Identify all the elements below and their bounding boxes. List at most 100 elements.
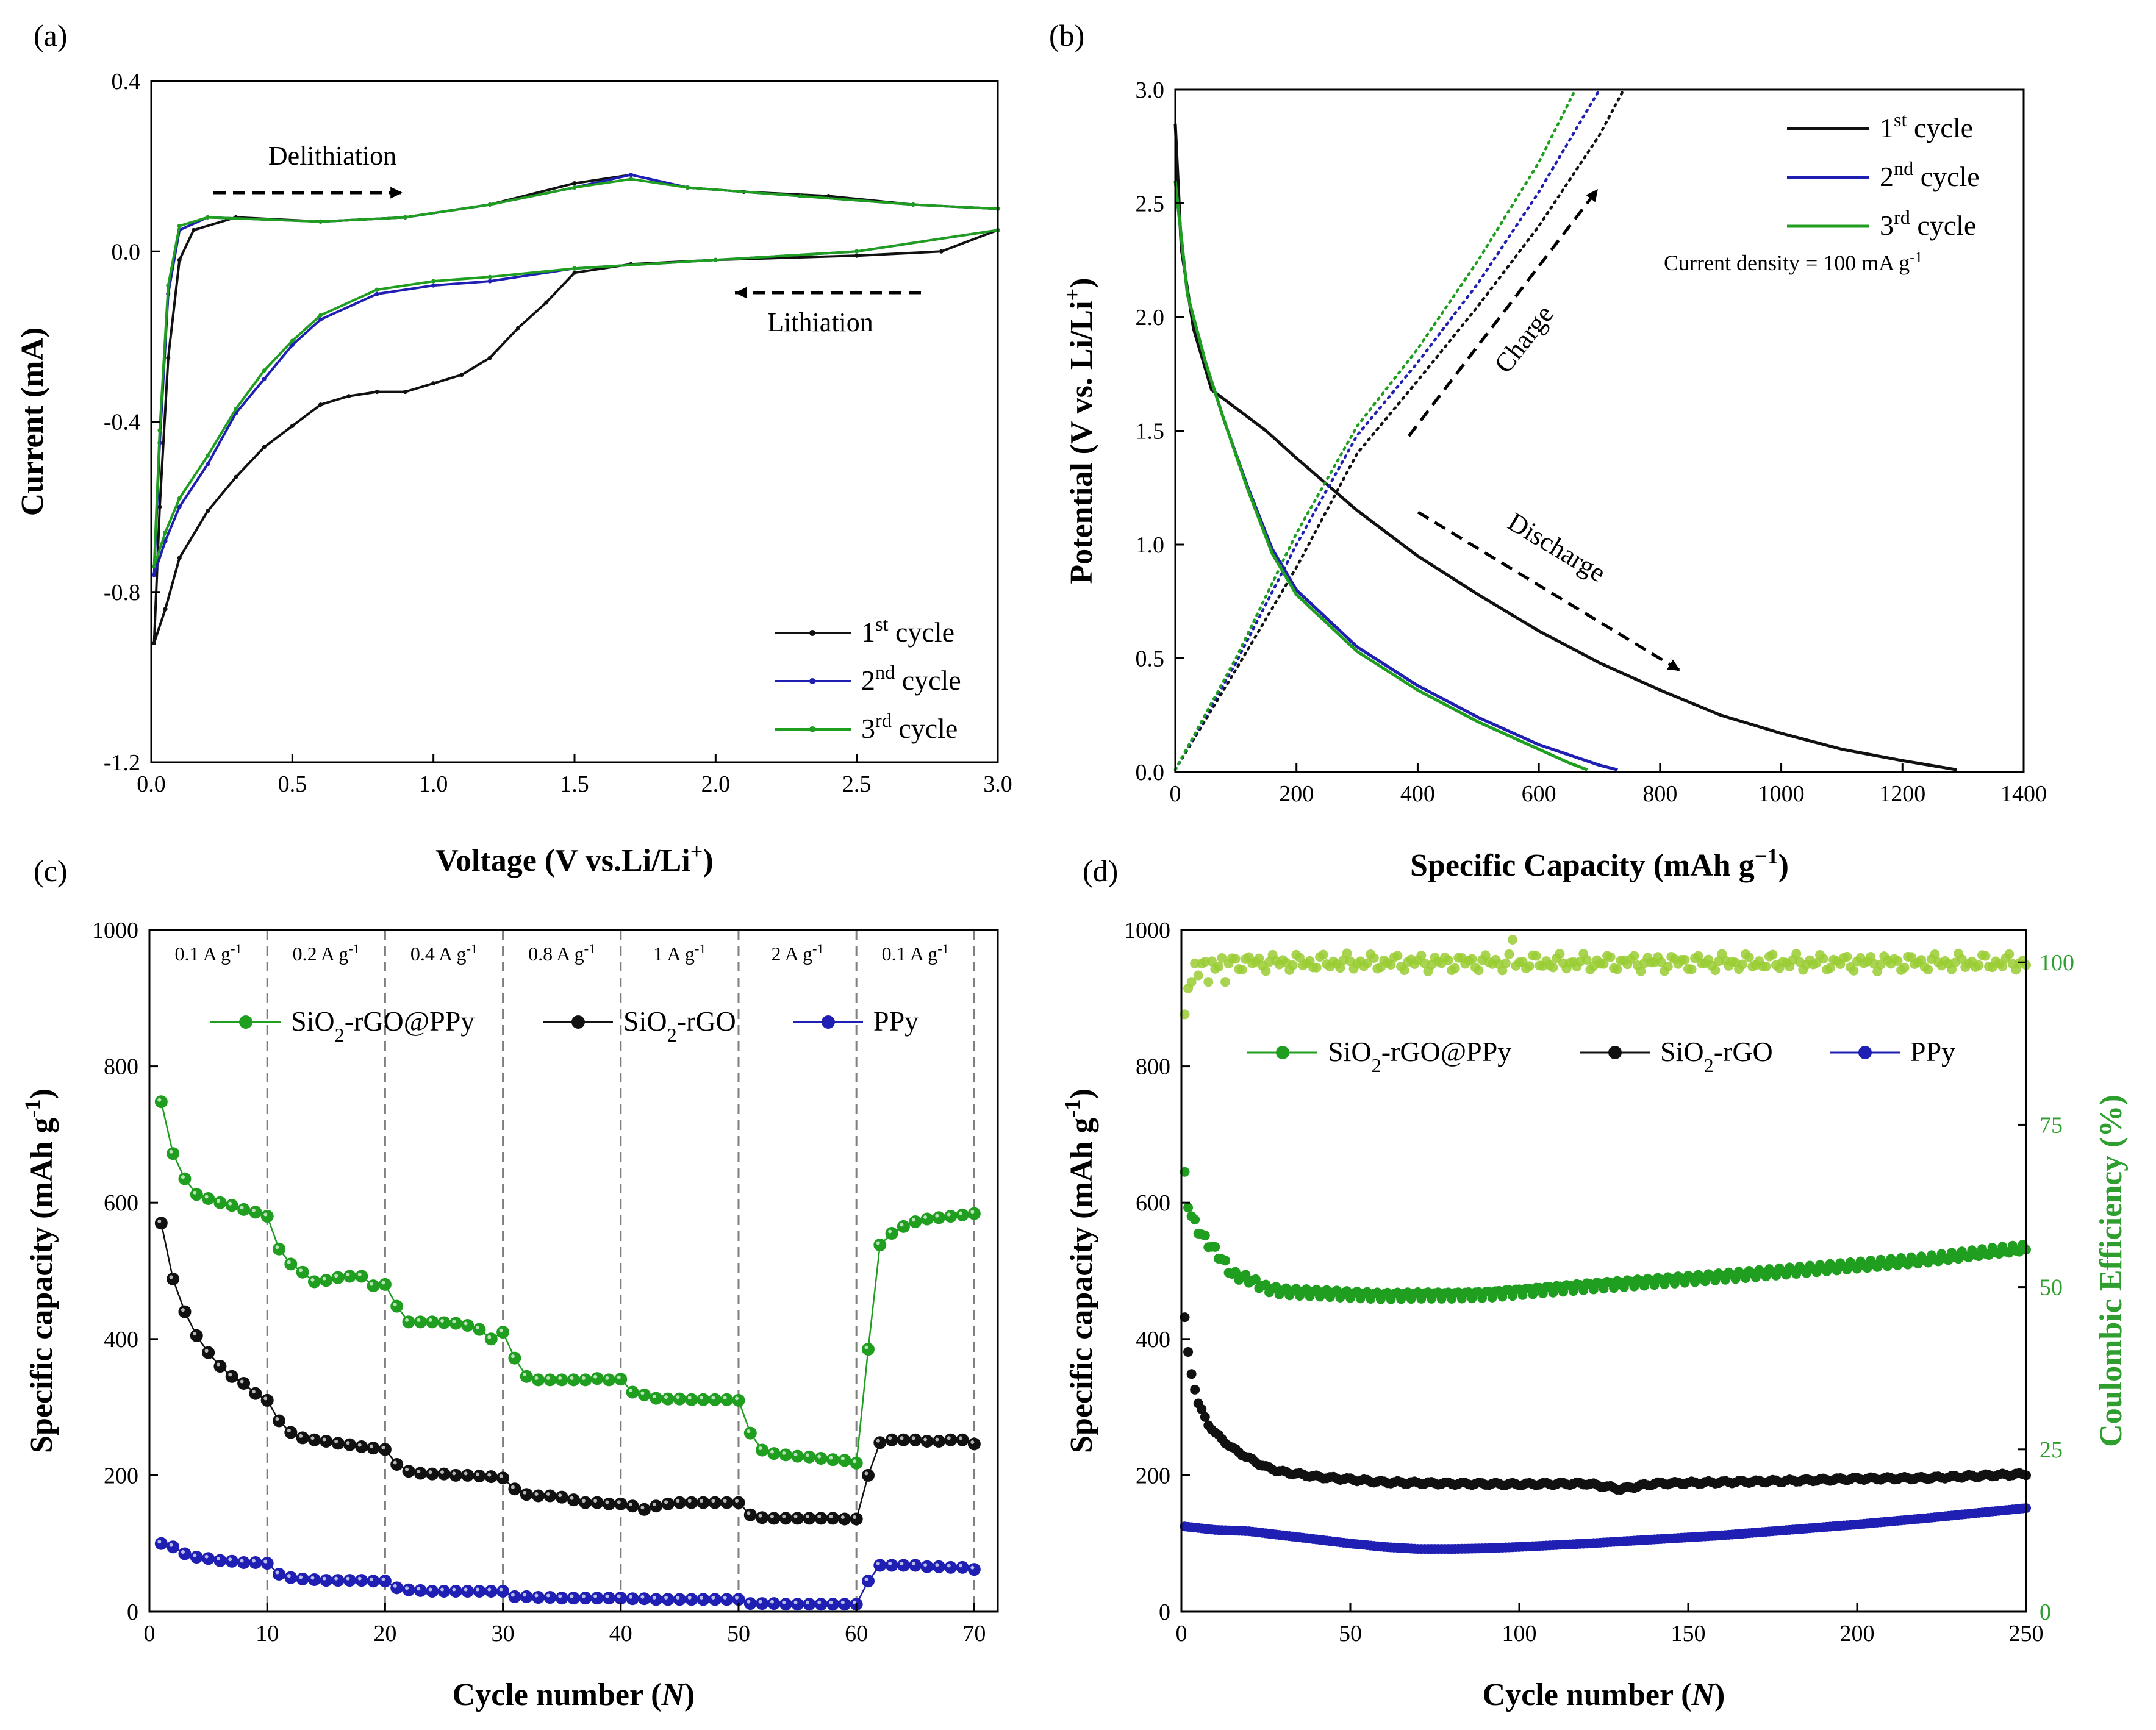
- d-x-axis-title: Cycle number (N): [1483, 1678, 1725, 1712]
- rate-point-green: [154, 1095, 168, 1109]
- rate-point-shine: [935, 1214, 939, 1218]
- cv-marker: [487, 356, 492, 360]
- rate-point-black: [838, 1512, 851, 1526]
- rate-point-blue: [402, 1583, 415, 1596]
- ce-point: [1237, 965, 1247, 975]
- rate-point-shine: [440, 1318, 444, 1323]
- rate-point-black: [284, 1426, 298, 1439]
- d-x-tick-label: 150: [1671, 1621, 1706, 1646]
- rate-point-black: [579, 1496, 592, 1509]
- rate-point-shine: [204, 1195, 209, 1199]
- rate-point-black: [331, 1437, 345, 1450]
- rate-point-green: [437, 1316, 451, 1329]
- rate-point-shine: [911, 1436, 915, 1440]
- rate-label: 0.8 A g-1: [528, 941, 595, 965]
- panel-a: (a) 0.0 0.5 1.0 1.5 2.0 2.5 3.0 -1.2 -0.8 -0.4 0.0 0…: [15, 18, 1012, 878]
- rate-label: 0.1 A g-1: [882, 941, 949, 965]
- d-plot-frame: [1180, 929, 2027, 1613]
- legend-label-black: SiO2-rGO: [623, 1006, 736, 1046]
- ce-point: [2004, 949, 2015, 959]
- b-plot-frame: [1174, 88, 2025, 773]
- c-y-tick-label: 400: [104, 1327, 138, 1353]
- rate-point-green: [932, 1211, 945, 1224]
- ce-point: [1386, 959, 1396, 970]
- rate-point-shine: [593, 1374, 598, 1379]
- rate-label: 1 A g-1: [653, 941, 706, 965]
- d-y2-tick-label: 0: [2040, 1600, 2051, 1625]
- rate-point-blue: [213, 1554, 227, 1567]
- ce-point: [1555, 949, 1565, 959]
- cv-marker: [346, 394, 351, 399]
- rate-point-shine: [228, 1557, 232, 1562]
- rate-point-black: [897, 1433, 910, 1446]
- rate-point-black: [167, 1272, 180, 1285]
- legend-marker-blue: [822, 1015, 835, 1029]
- rate-point-shine: [534, 1492, 539, 1496]
- rate-point-shine: [510, 1354, 515, 1359]
- legend-label-green: 3rd cycle: [1880, 206, 1976, 241]
- rate-point-green: [720, 1393, 734, 1406]
- rate-point-blue: [826, 1598, 840, 1611]
- rate-point-shine: [181, 1308, 185, 1312]
- rate-point-green: [885, 1227, 898, 1240]
- rate-point-shine: [805, 1514, 809, 1518]
- rate-point-green: [743, 1426, 757, 1440]
- rate-point-shine: [911, 1561, 915, 1565]
- rate-point-black: [426, 1467, 439, 1481]
- rate-point-shine: [157, 1098, 162, 1102]
- rate-point-blue: [320, 1574, 333, 1587]
- rate-point-green: [673, 1392, 686, 1406]
- a-x-tick-label: 1.0: [419, 771, 448, 797]
- rate-point-shine: [287, 1574, 291, 1578]
- ce-point: [1957, 954, 1967, 964]
- rate-point-shine: [900, 1436, 904, 1440]
- cv-marker: [177, 504, 182, 509]
- d-y2-tick-label: 100: [2040, 950, 2074, 976]
- rate-point-shine: [169, 1543, 173, 1547]
- rate-point-blue: [414, 1584, 427, 1597]
- rate-point-shine: [357, 1576, 362, 1581]
- rate-point-blue: [367, 1575, 380, 1588]
- rate-point-green: [567, 1373, 580, 1387]
- rate-point-green: [779, 1448, 792, 1462]
- ce-point: [1392, 951, 1403, 961]
- cv-marker: [374, 287, 379, 292]
- rate-point-green: [378, 1278, 392, 1291]
- rate-point-shine: [169, 1149, 173, 1154]
- b-x-tick-label: 200: [1279, 781, 1314, 807]
- rate-point-shine: [935, 1437, 939, 1442]
- rate-point-shine: [888, 1229, 892, 1234]
- rate-point-shine: [676, 1395, 680, 1399]
- rate-point-shine: [310, 1278, 315, 1282]
- rate-point-green: [909, 1215, 922, 1229]
- rate-point-black: [402, 1465, 415, 1478]
- rate-point-green: [708, 1393, 722, 1406]
- c-y-tick-label: 1000: [92, 918, 138, 943]
- rate-point-shine: [499, 1587, 503, 1592]
- ce-point: [1311, 962, 1322, 973]
- ce-point: [1737, 959, 1747, 970]
- cycle-point-green: [1183, 1203, 1194, 1213]
- ce-point: [1206, 956, 1217, 967]
- rate-point-shine: [817, 1600, 822, 1604]
- rate-point-green: [202, 1192, 215, 1205]
- rate-point-shine: [216, 1362, 220, 1367]
- c-x-tick-label: 40: [609, 1621, 632, 1646]
- legend-label-black: 1st cycle: [861, 613, 954, 648]
- rate-point-shine: [464, 1321, 468, 1326]
- rate-point-shine: [534, 1376, 539, 1380]
- rate-point-shine: [959, 1564, 963, 1568]
- rate-point-black: [273, 1414, 286, 1428]
- rate-point-shine: [570, 1496, 574, 1500]
- rate-point-green: [944, 1210, 958, 1223]
- ce-point: [1605, 952, 1616, 962]
- cv-marker: [318, 317, 323, 322]
- rate-point-shine: [723, 1499, 727, 1503]
- rate-point-green: [626, 1385, 639, 1399]
- rate-point-blue: [873, 1559, 887, 1572]
- rate-point-blue: [614, 1592, 628, 1605]
- ce-point: [1548, 962, 1558, 973]
- rate-line-black: [160, 1223, 975, 1520]
- cv-marker: [177, 496, 182, 501]
- rate-point-shine: [464, 1587, 468, 1592]
